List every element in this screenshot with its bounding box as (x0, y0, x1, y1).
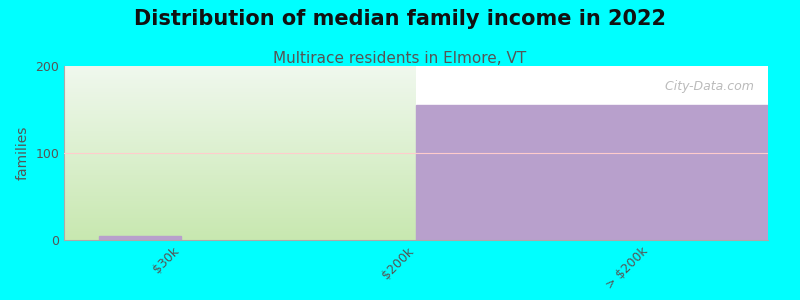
Bar (99, 236, 182, 240)
Text: City-Data.com: City-Data.com (657, 80, 754, 93)
Y-axis label: families: families (16, 126, 30, 180)
Text: Multirace residents in Elmore, VT: Multirace residents in Elmore, VT (274, 51, 526, 66)
Bar (416, 105, 768, 240)
Text: Distribution of median family income in 2022: Distribution of median family income in … (134, 9, 666, 29)
